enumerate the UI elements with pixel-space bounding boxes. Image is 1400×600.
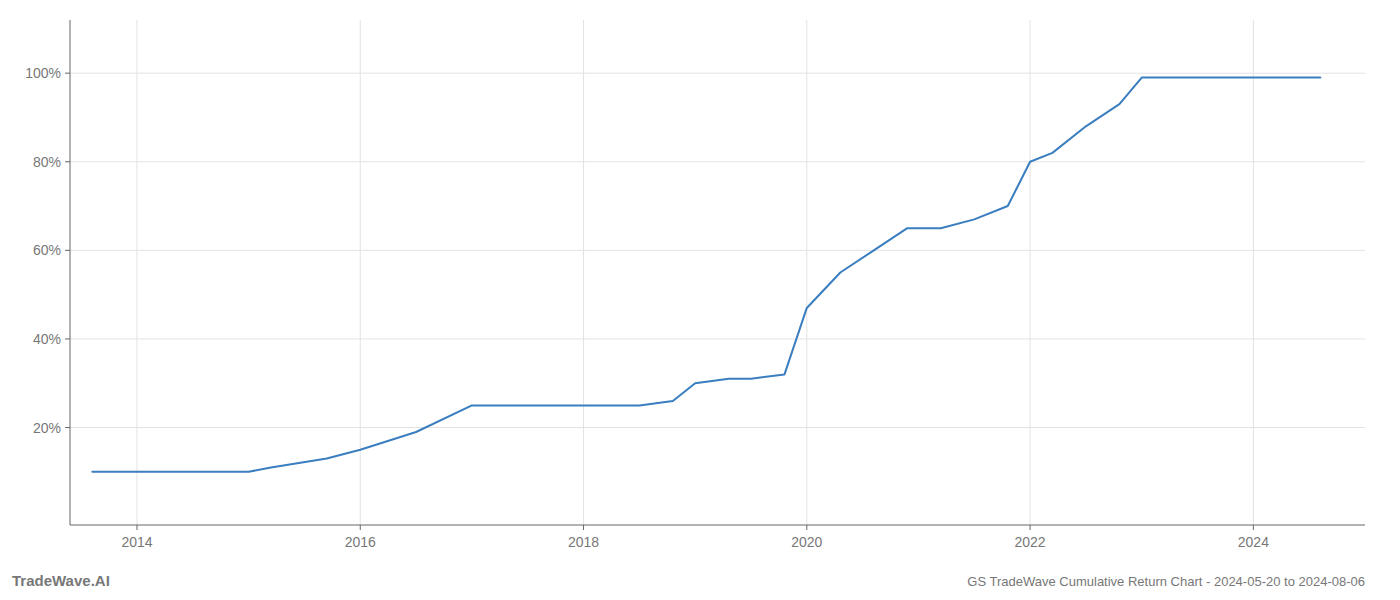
x-tick-label: 2022 [1015, 534, 1046, 550]
chart: 20% 40% 60% 80% 100% 2014 2016 2018 2020 2022 2024… [0, 0, 1400, 600]
y-axis-line [70, 20, 71, 525]
x-tick-label: 2016 [345, 534, 376, 550]
x-tick [806, 525, 807, 530]
x-grid-line [1253, 20, 1254, 525]
watermark: TradeWave.AI [12, 572, 110, 589]
y-grid-line [70, 73, 1365, 74]
y-tick-label: 60% [33, 242, 61, 258]
x-grid-line [583, 20, 584, 525]
line [92, 78, 1320, 472]
y-grid-line [70, 250, 1365, 251]
x-tick [583, 525, 584, 530]
x-tick [360, 525, 361, 530]
x-tick [1253, 525, 1254, 530]
y-tick [65, 250, 70, 251]
x-axis-line [70, 525, 1365, 526]
title: GS TradeWave Cumulative Return Chart - 2… [967, 574, 1365, 589]
x-grid-line [1030, 20, 1031, 525]
y-tick-label: 20% [33, 420, 61, 436]
x-tick-label: 2020 [791, 534, 822, 550]
y-grid-line [70, 161, 1365, 162]
y-tick [65, 338, 70, 339]
y-tick-label: 40% [33, 331, 61, 347]
grid [70, 20, 1365, 525]
y-tick-label: 80% [33, 154, 61, 170]
x-grid-line [136, 20, 137, 525]
x-tick [1030, 525, 1031, 530]
y-tick [65, 161, 70, 162]
y-grid-line [70, 338, 1365, 339]
x-grid-line [806, 20, 807, 525]
y-grid-line [70, 427, 1365, 428]
x-tick-label: 2024 [1238, 534, 1269, 550]
y-tick [65, 73, 70, 74]
plot-area [92, 78, 1320, 472]
x-tick [136, 525, 137, 530]
x-tick-label: 2014 [121, 534, 152, 550]
y-tick-label: 100% [25, 65, 61, 81]
y-tick [65, 427, 70, 428]
x-tick-label: 2018 [568, 534, 599, 550]
